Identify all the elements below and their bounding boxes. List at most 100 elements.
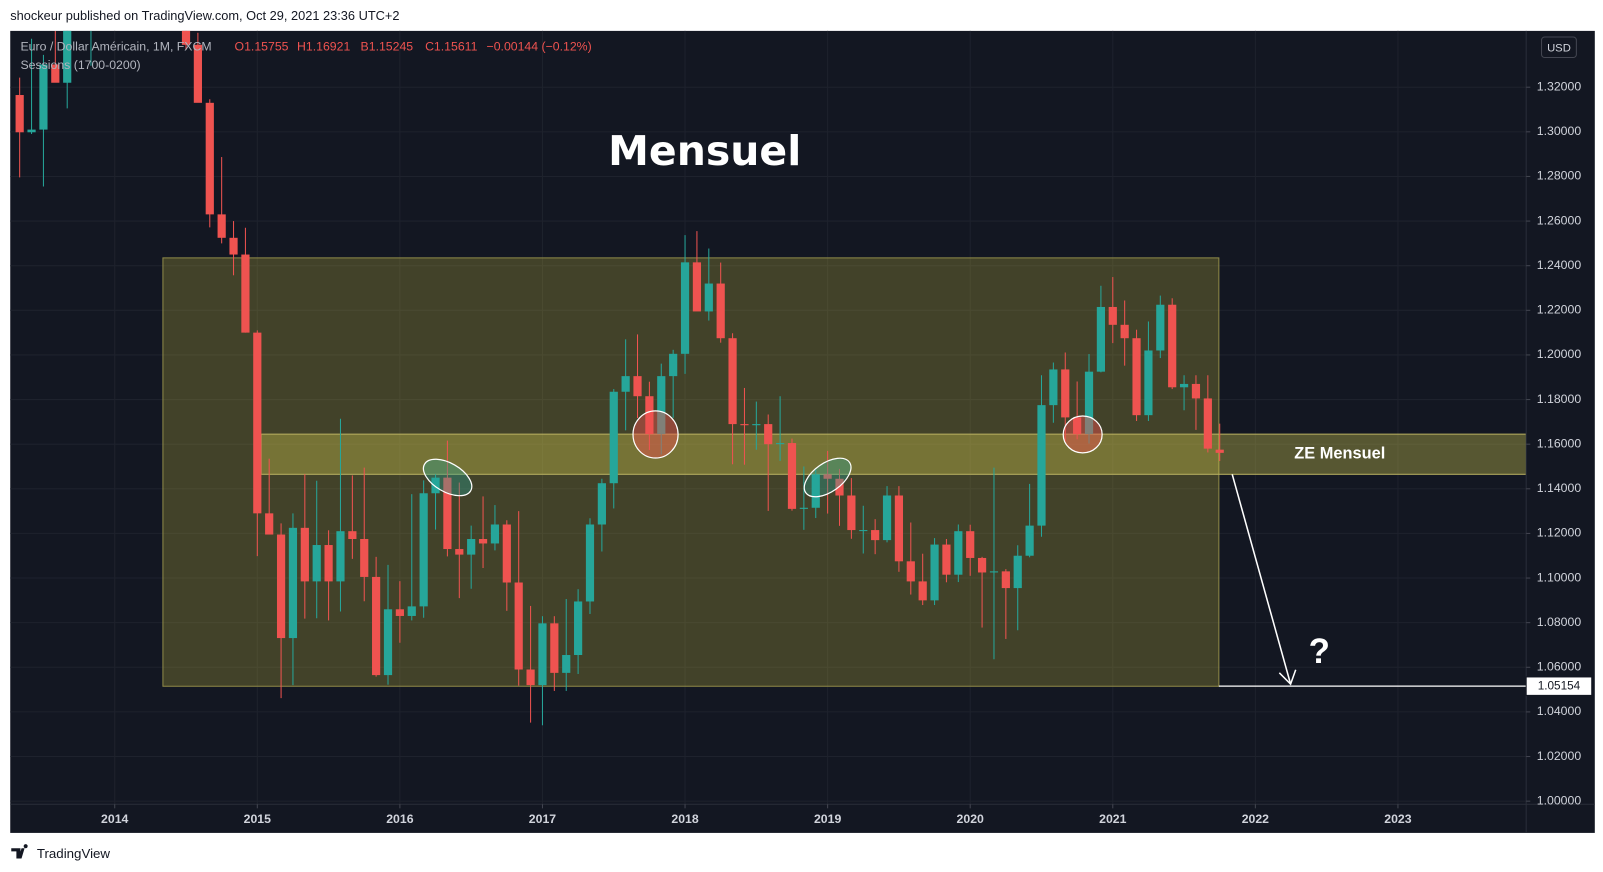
candle-body: [871, 530, 880, 541]
candle-body: [847, 495, 856, 531]
candle-body: [443, 477, 452, 550]
x-tick-label: 2020: [957, 812, 984, 826]
candle-body: [1073, 417, 1082, 435]
candle-body: [276, 534, 286, 639]
candle-body: [538, 623, 547, 686]
candle-body: [27, 129, 36, 133]
candle-body: [645, 396, 654, 435]
candle-body: [514, 582, 523, 670]
logo-mark: [11, 844, 28, 859]
candle-body: [930, 544, 939, 601]
y-tick-label: 1.14000: [1537, 481, 1582, 495]
y-tick-label: 1.32000: [1537, 79, 1582, 93]
candle-body: [181, 30, 191, 45]
legend-sessions: Sessions (1700-0200): [20, 58, 140, 72]
zone-band: [260, 433, 1527, 475]
candle-body: [300, 527, 309, 582]
legend-change: −0.00144 (−0.12%): [487, 40, 592, 54]
candle-body: [467, 538, 476, 555]
candle-body: [1120, 324, 1129, 339]
candle-body: [15, 95, 24, 133]
candle-body: [348, 531, 357, 539]
candle-body: [1096, 306, 1106, 372]
x-tick-label: 2014: [101, 812, 128, 826]
candle-body: [609, 391, 618, 484]
candle-body: [764, 424, 773, 445]
candle-body: [728, 338, 737, 425]
highlight-circle: [632, 410, 679, 459]
candle-body: [550, 623, 559, 673]
candle-body: [942, 544, 951, 575]
candle-body: [455, 549, 464, 555]
candle-body: [265, 513, 274, 535]
candle-body: [217, 214, 226, 238]
legend-high: H1.16921: [297, 40, 350, 54]
candle-body: [1001, 571, 1010, 589]
y-tick-label: 1.00000: [1537, 793, 1582, 807]
y-tick-label: 1.28000: [1537, 169, 1582, 183]
candle-body: [372, 576, 381, 676]
candle-body: [669, 353, 678, 377]
candle-body: [776, 443, 785, 445]
x-tick-label: 2019: [814, 812, 841, 826]
y-tick-label: 1.10000: [1537, 570, 1582, 584]
candle-body: [360, 538, 369, 577]
x-tick-label: 2021: [1099, 812, 1126, 826]
chart-background: [10, 30, 1595, 833]
candle-body: [1061, 369, 1070, 418]
legend-close: C1.15611: [425, 40, 478, 54]
candle-body: [574, 601, 583, 656]
candle-body: [478, 538, 488, 544]
candle-body: [1108, 306, 1117, 325]
candles: [15, 30, 1224, 726]
y-tick-label: 1.30000: [1537, 124, 1582, 138]
candle-body: [253, 332, 262, 514]
candle-body: [597, 483, 606, 525]
projection-arrow: [1231, 474, 1292, 685]
x-tick-label: 2017: [529, 812, 556, 826]
candle-body: [954, 531, 963, 575]
candle-body: [312, 545, 321, 582]
candle-body: [704, 283, 713, 312]
target-price-tag: [1525, 676, 1593, 696]
y-tick-label: 1.26000: [1537, 213, 1582, 227]
candle-body: [799, 507, 808, 509]
candle-body: [1037, 405, 1046, 526]
candle-body: [1179, 383, 1189, 388]
legend-symbol: Euro / Dollar Américain, 1M, FXCM: [20, 40, 211, 54]
currency-box: [1541, 36, 1577, 59]
x-tick-label: 2022: [1242, 812, 1269, 826]
candle-body: [407, 606, 416, 616]
candle-body: [966, 531, 975, 558]
y-tick-label: 1.24000: [1537, 258, 1582, 272]
candle-body: [716, 283, 725, 339]
candle-body: [395, 609, 404, 616]
candle-body: [336, 531, 345, 582]
highlight-circle: [1062, 415, 1103, 454]
candle-body: [562, 655, 571, 673]
candle-body: [621, 376, 630, 392]
candle-body: [288, 527, 298, 639]
logo-text: TradingView: [37, 846, 111, 861]
candle-body: [680, 262, 690, 354]
candle-body: [977, 557, 987, 573]
x-tick-label: 2018: [671, 812, 698, 826]
candle-body: [906, 561, 915, 582]
candle-body: [882, 495, 892, 541]
candle-body: [1013, 555, 1022, 589]
candle-body: [633, 376, 642, 397]
candle-body: [585, 524, 595, 602]
candle-body: [1025, 525, 1034, 556]
question-mark: ?: [1309, 632, 1330, 671]
legend-low: B1.15245: [361, 40, 414, 54]
candle-body: [502, 524, 511, 583]
candle-body: [39, 64, 48, 130]
candle-body: [1168, 304, 1177, 388]
x-tick-label: 2015: [244, 812, 271, 826]
candle-body: [1049, 369, 1058, 406]
candle-body: [51, 64, 60, 83]
tradingview-logo: TradingView: [11, 844, 110, 861]
highlight-ellipse: [803, 457, 852, 498]
